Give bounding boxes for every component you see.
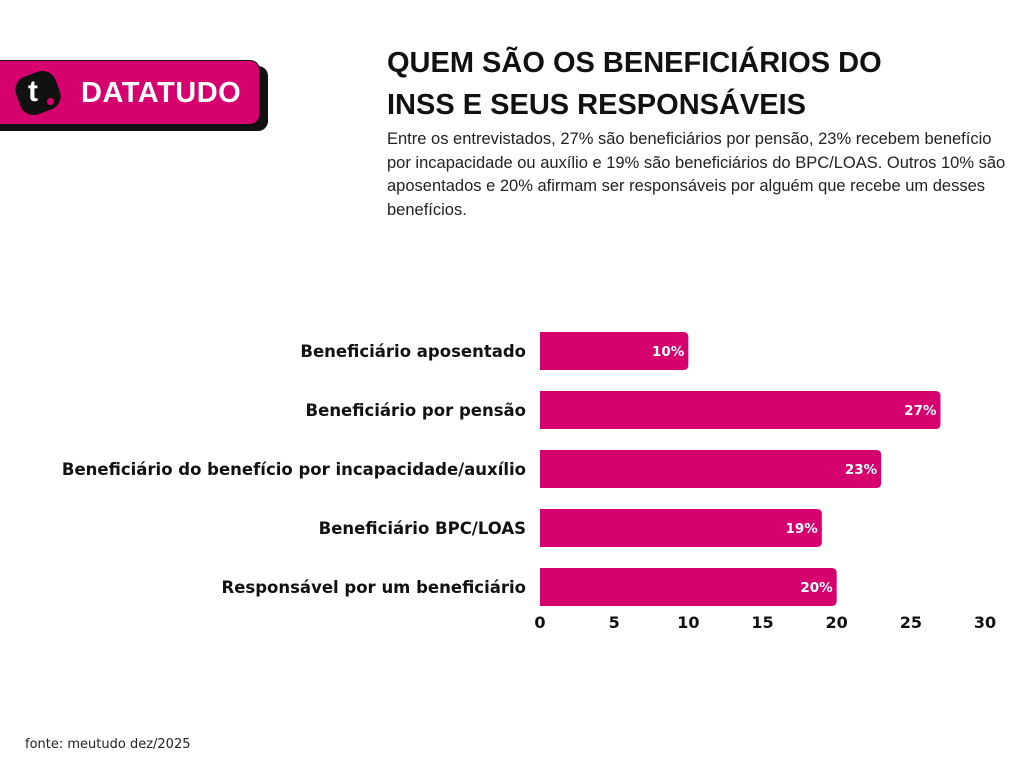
bar [540,391,941,429]
bar [540,509,822,547]
value-label: 20% [800,580,833,596]
category-label: Responsável por um beneficiário [222,578,527,597]
bar [540,450,882,488]
logo-dot-icon [47,98,54,105]
x-tick-label: 15 [751,613,773,632]
bar [540,568,837,606]
title-line-1: QUEM SÃO OS BENEFICIÁRIOS DO [387,47,882,79]
page-title: QUEM SÃO OS BENEFICIÁRIOS DO INSS E SEUS… [387,42,987,126]
category-label: Beneficiário do benefício por incapacida… [62,460,526,479]
subtitle: Entre os entrevistados, 27% são benefici… [387,130,1006,219]
x-tick-label: 30 [974,613,996,632]
source-note: fonte: meutudo dez/2025 [25,737,191,752]
value-label: 27% [904,403,937,419]
logo-letter: t [28,75,38,108]
value-label: 10% [652,344,685,360]
x-tick-label: 10 [677,613,699,632]
title-line-2: INSS E SEUS RESPONSÁVEIS [387,89,807,121]
logo-badge: t DATATUDO [0,60,260,125]
category-label: Beneficiário aposentado [300,342,526,361]
category-label: Beneficiário por pensão [306,401,526,420]
x-tick-label: 25 [900,613,922,632]
category-label: Beneficiário BPC/LOAS [319,519,526,538]
x-tick-label: 20 [826,613,848,632]
x-tick-label: 0 [534,613,545,632]
bar-chart: Beneficiário aposentado 10% Beneficiário p… [62,332,996,632]
bar [540,332,689,370]
value-label: 23% [845,462,878,478]
value-label: 19% [786,521,819,537]
x-tick-label: 5 [609,613,620,632]
brand-name: DATATUDO [81,77,242,109]
logo-mark-icon [11,67,65,119]
